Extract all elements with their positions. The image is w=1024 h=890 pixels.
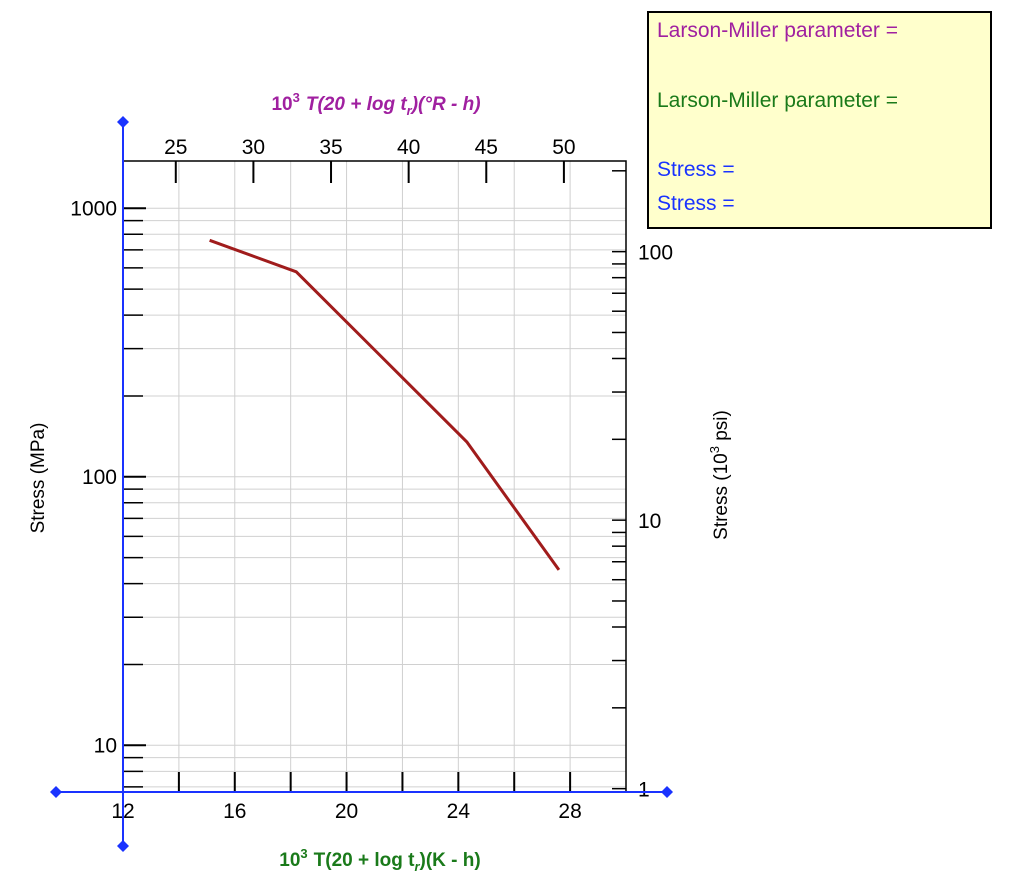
grid-lines <box>123 161 626 792</box>
bottom-axis-label-sup: 3 <box>300 846 307 861</box>
lm-parameter-label-1: Larson-Miller parameter = <box>657 19 899 42</box>
result-box: Larson-Miller parameter = Larson-Miller … <box>647 11 992 229</box>
bottom-axis-label-prefix: 10 <box>279 850 300 871</box>
right-tick-label: 100 <box>638 242 673 265</box>
bottom-tick-label: 28 <box>558 800 581 823</box>
bottom-axis-label-sub: r <box>414 859 420 874</box>
bottom-axis-ticks: 12 16 20 24 28 <box>111 772 582 823</box>
top-tick-label: 45 <box>475 136 498 159</box>
bottom-tick-label: 24 <box>447 800 471 823</box>
right-axis-ticks: 1 10 100 <box>612 170 673 802</box>
bottom-axis-label-suffix: )(K - h) <box>420 850 481 871</box>
top-tick-label: 50 <box>552 136 575 159</box>
top-tick-label: 30 <box>242 136 265 159</box>
left-axis-label: Stress (MPa) <box>28 423 49 534</box>
x-axis-left-handle[interactable] <box>50 786 62 798</box>
top-tick-label: 25 <box>164 136 187 159</box>
bottom-tick-label: 16 <box>223 800 246 823</box>
top-tick-label: 40 <box>397 136 420 159</box>
series-line <box>209 238 561 571</box>
left-tick-label: 100 <box>82 466 117 489</box>
right-tick-label: 10 <box>638 510 661 533</box>
x-axis-right-handle[interactable] <box>661 786 673 798</box>
left-axis-ticks: 10 100 1000 <box>70 197 146 788</box>
y-axis-top-handle[interactable] <box>117 116 129 128</box>
left-tick-label: 1000 <box>70 197 117 220</box>
bottom-axis-label-formula: T(20 + log t <box>314 850 415 871</box>
top-axis-label-suffix: )(°R - h) <box>410 94 481 115</box>
stress-label-1: Stress = <box>657 158 735 181</box>
right-axis-label: Stress (103 psi) <box>707 410 732 540</box>
right-tick-label: 1 <box>638 779 650 802</box>
top-axis-label: 103 T(20 + log tr)(°R - h) <box>271 90 480 118</box>
top-axis-label-sup: 3 <box>293 90 300 105</box>
left-tick-label: 10 <box>94 734 117 757</box>
right-axis-label-sup: 3 <box>707 446 722 453</box>
y-axis-bottom-handle[interactable] <box>117 840 129 852</box>
right-axis-label-prefix: Stress (10 <box>711 453 732 540</box>
top-axis-label-prefix: 10 <box>271 94 292 115</box>
bottom-axis-label: 103 T(20 + log tr)(K - h) <box>279 846 480 874</box>
data-series <box>209 238 561 571</box>
top-axis-label-formula: T(20 + log t <box>306 94 407 115</box>
lm-parameter-label-2: Larson-Miller parameter = <box>657 89 899 112</box>
bottom-tick-label: 20 <box>335 800 358 823</box>
stress-label-2: Stress = <box>657 192 735 215</box>
top-axis-ticks: 25 30 35 40 45 50 <box>164 136 576 183</box>
top-tick-label: 35 <box>319 136 342 159</box>
top-axis-label-sub: r <box>407 103 413 118</box>
right-axis-label-suffix: psi) <box>711 410 732 446</box>
